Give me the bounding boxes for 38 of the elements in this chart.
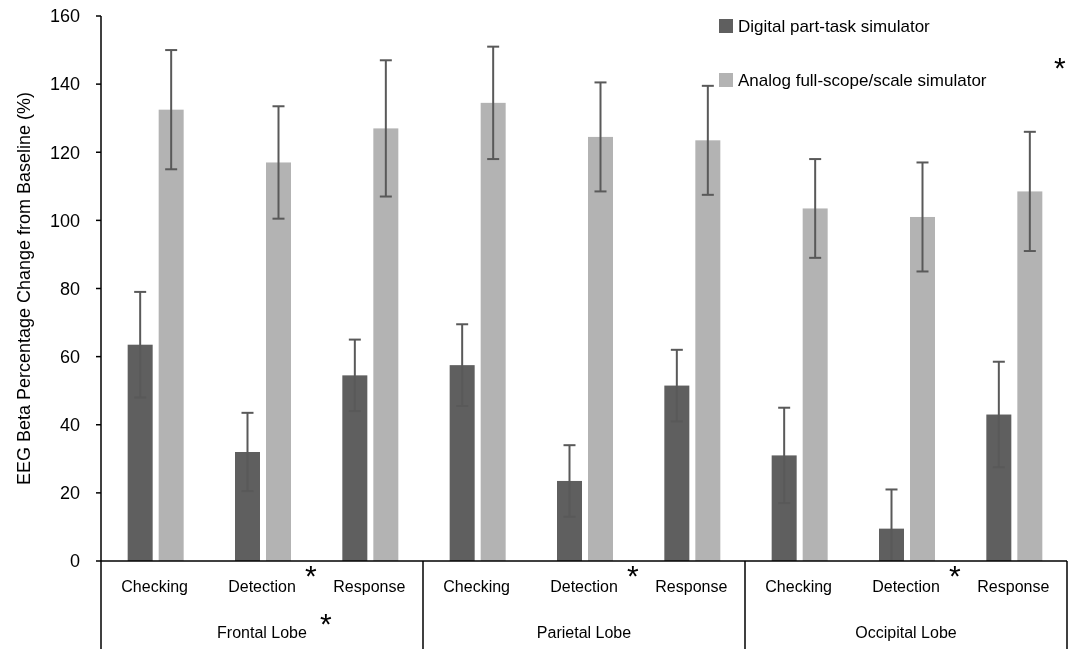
y-tick-label: 40 bbox=[59, 415, 80, 436]
x-tick-label: Detection bbox=[872, 578, 940, 595]
text: Frontal Lobe bbox=[217, 624, 308, 641]
annotation: * bbox=[1054, 51, 1066, 84]
y-tick-label: 80 bbox=[59, 278, 80, 299]
annotation: * bbox=[305, 559, 317, 592]
x-tick-label: Response bbox=[655, 578, 728, 595]
text: Occipital Lobe bbox=[855, 624, 957, 641]
x-tick-label: Response bbox=[977, 578, 1050, 595]
x-tick-label: Response bbox=[333, 578, 406, 595]
bar bbox=[910, 216, 935, 561]
bar bbox=[695, 140, 721, 561]
legend-label: Analog full-scope/scale simulator bbox=[738, 70, 987, 90]
bar bbox=[266, 162, 291, 561]
bar bbox=[588, 136, 613, 561]
bar bbox=[1017, 191, 1043, 561]
y-tick-label: 100 bbox=[49, 210, 80, 231]
y-tick-label: 0 bbox=[69, 551, 80, 572]
x-tick-label: Checking bbox=[765, 578, 833, 595]
bar bbox=[480, 102, 506, 561]
annotation: * bbox=[627, 559, 639, 592]
x-tick-label: Detection bbox=[550, 578, 618, 595]
y-tick-label: 120 bbox=[49, 142, 80, 163]
y-tick-label: 140 bbox=[49, 74, 80, 95]
legend-label: Digital part-task simulator bbox=[738, 16, 931, 36]
annotation: * bbox=[949, 559, 961, 592]
bar bbox=[158, 109, 184, 561]
bar bbox=[802, 208, 828, 561]
bar bbox=[373, 128, 399, 561]
y-tick-label: 20 bbox=[59, 483, 80, 504]
x-tick-label: Checking bbox=[443, 578, 511, 595]
y-tick-label: 160 bbox=[49, 6, 80, 27]
text: Parietal Lobe bbox=[536, 624, 632, 641]
text: * bbox=[320, 607, 332, 640]
x-tick-label: Checking bbox=[121, 578, 189, 595]
y-tick-label: 60 bbox=[59, 346, 80, 367]
x-tick-label: Detection bbox=[228, 578, 296, 595]
y-axis-title: EEG Beta Percentage Change from Baseline (%) bbox=[14, 91, 35, 486]
